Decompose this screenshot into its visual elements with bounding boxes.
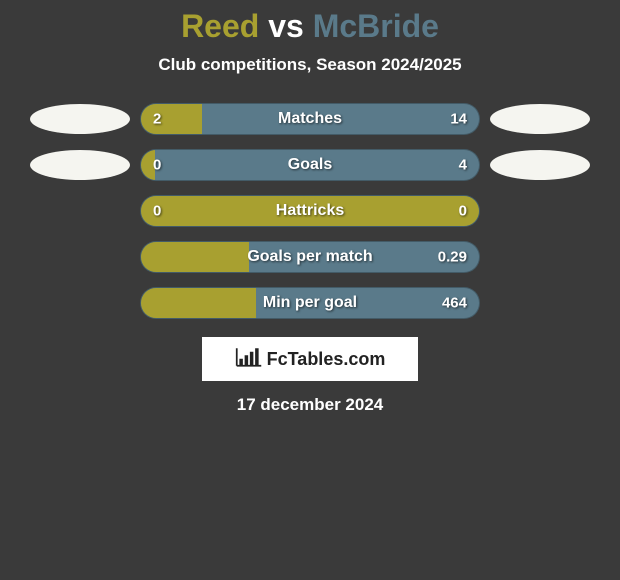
player2-name: McBride bbox=[313, 8, 439, 44]
stat-bar: 2 Matches 14 bbox=[140, 103, 480, 135]
stat-label: Goals bbox=[288, 156, 332, 174]
stat-value-left: 0 bbox=[153, 203, 161, 220]
stat-row: Min per goal 464 bbox=[0, 287, 620, 319]
comparison-infographic: Reed vs McBride Club competitions, Seaso… bbox=[0, 0, 620, 415]
stat-label: Min per goal bbox=[263, 294, 357, 312]
stat-bar: 0 Hattricks 0 bbox=[140, 195, 480, 227]
stat-label: Goals per match bbox=[247, 248, 372, 266]
stat-value-right: 14 bbox=[450, 111, 467, 128]
stat-value-right: 0 bbox=[459, 203, 467, 220]
stat-label: Matches bbox=[278, 110, 342, 128]
stat-bar: Goals per match 0.29 bbox=[140, 241, 480, 273]
stat-row: 2 Matches 14 bbox=[0, 103, 620, 135]
logo-text: FcTables.com bbox=[267, 349, 386, 370]
stat-bar-fill bbox=[141, 242, 249, 272]
stat-row: 0 Goals 4 bbox=[0, 149, 620, 181]
player2-avatar bbox=[490, 150, 590, 180]
avatar-spacer bbox=[30, 242, 130, 272]
player2-avatar bbox=[490, 104, 590, 134]
player1-name: Reed bbox=[181, 8, 259, 44]
stat-row: 0 Hattricks 0 bbox=[0, 195, 620, 227]
source-logo: FcTables.com bbox=[202, 337, 418, 381]
stat-bar-fill bbox=[141, 288, 256, 318]
stat-label: Hattricks bbox=[276, 202, 344, 220]
player1-avatar bbox=[30, 104, 130, 134]
avatar-spacer bbox=[490, 196, 590, 226]
stat-bar-fill bbox=[141, 104, 202, 134]
stat-value-right: 4 bbox=[459, 157, 467, 174]
stat-row: Goals per match 0.29 bbox=[0, 241, 620, 273]
avatar-spacer bbox=[490, 242, 590, 272]
vs-text: vs bbox=[268, 8, 304, 44]
stat-bar: Min per goal 464 bbox=[140, 287, 480, 319]
stat-bar: 0 Goals 4 bbox=[140, 149, 480, 181]
player1-avatar bbox=[30, 150, 130, 180]
subtitle: Club competitions, Season 2024/2025 bbox=[0, 55, 620, 75]
stat-value-right: 464 bbox=[442, 295, 467, 312]
avatar-spacer bbox=[490, 288, 590, 318]
bar-chart-icon bbox=[235, 345, 263, 374]
page-title: Reed vs McBride bbox=[0, 8, 620, 45]
stat-value-left: 0 bbox=[153, 157, 161, 174]
stat-value-right: 0.29 bbox=[438, 249, 467, 266]
stat-value-left: 2 bbox=[153, 111, 161, 128]
date-text: 17 december 2024 bbox=[0, 395, 620, 415]
avatar-spacer bbox=[30, 288, 130, 318]
avatar-spacer bbox=[30, 196, 130, 226]
stat-rows: 2 Matches 14 0 Goals 4 0 Hattricks 0 Goals per ma… bbox=[0, 103, 620, 319]
